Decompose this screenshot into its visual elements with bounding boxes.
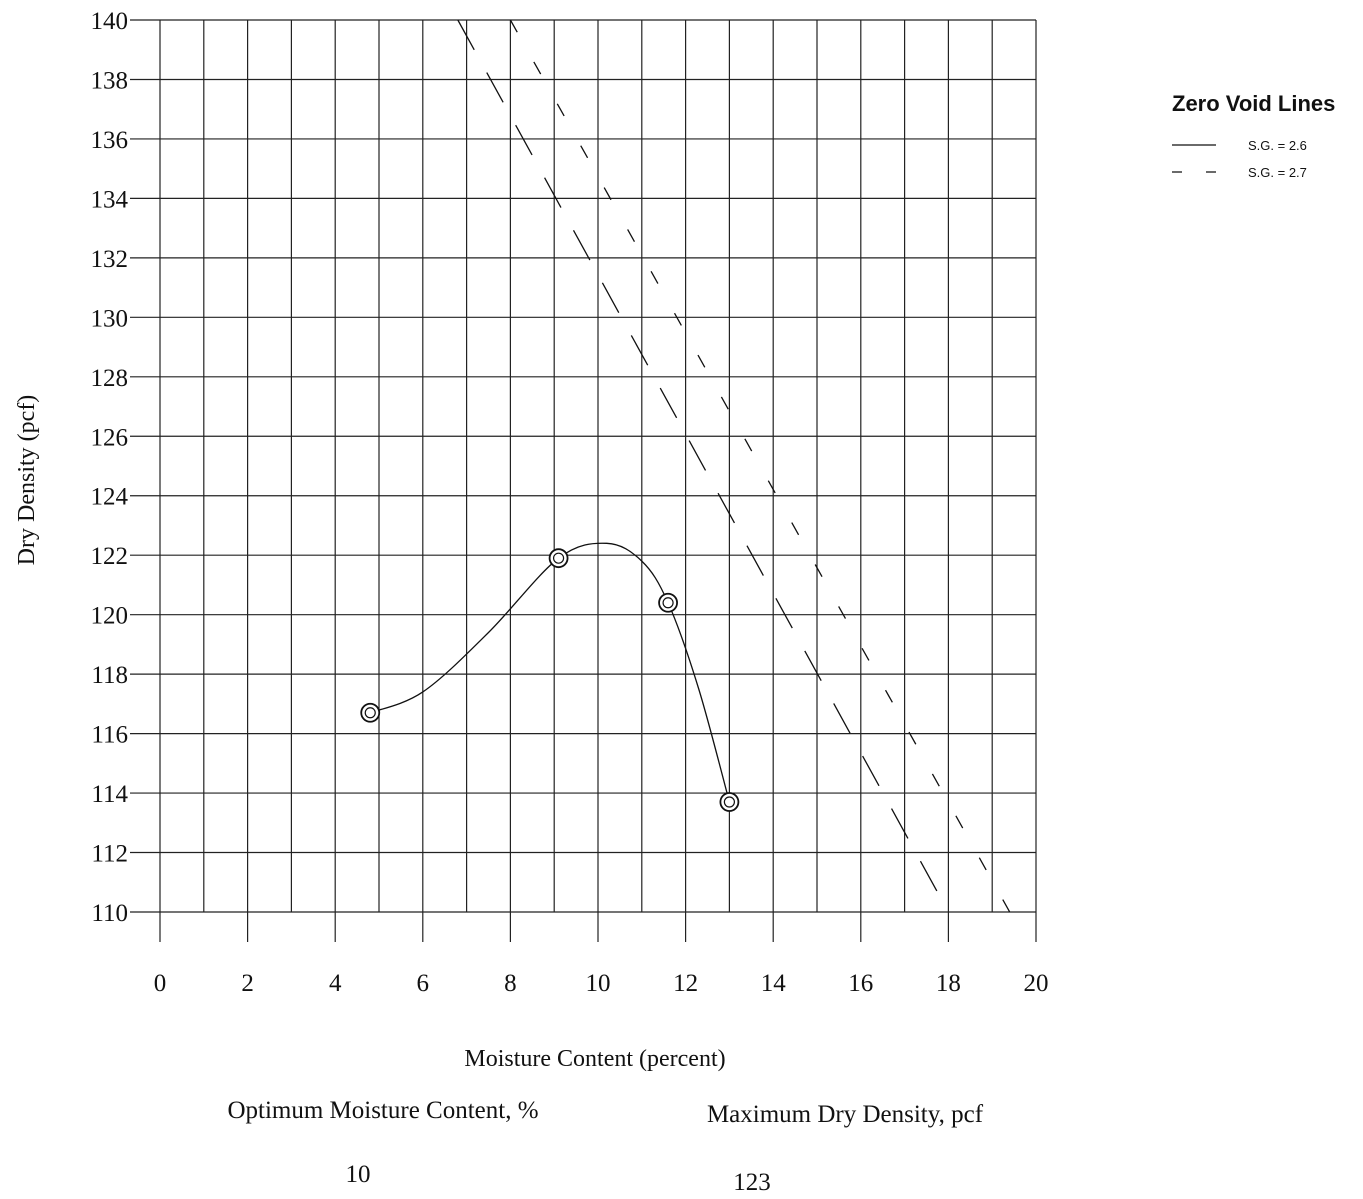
compaction-curve [370, 543, 729, 802]
y-tick-label: 114 [91, 781, 128, 808]
y-tick-label: 116 [91, 722, 128, 749]
x-tick-label: 12 [673, 970, 698, 997]
y-tick-label: 140 [91, 8, 129, 35]
x-tick-label: 16 [848, 970, 873, 997]
zero-void-line-sg-2-6 [458, 20, 949, 912]
y-tick-label: 130 [91, 305, 129, 332]
x-tick-label: 4 [329, 970, 342, 997]
y-axis-title: Dry Density (pcf) [14, 395, 40, 566]
optimum-moisture-label: Optimum Moisture Content, % [227, 1097, 538, 1124]
y-tick-label: 124 [91, 484, 129, 511]
legend-label-sg-2-6: S.G. = 2.6 [1248, 138, 1307, 153]
max-dry-density-label: Maximum Dry Density, pcf [707, 1101, 984, 1128]
y-tick-label: 110 [91, 900, 128, 927]
data-point-marker [659, 594, 677, 612]
summary-block: Optimum Moisture Content, % 10 Maximum D… [227, 1097, 983, 1194]
zero-void-lines-layer [458, 20, 1010, 912]
x-tick-label: 8 [504, 970, 517, 997]
y-tick-label: 134 [91, 186, 129, 213]
x-tick-label: 14 [761, 970, 787, 997]
data-point-marker [361, 704, 379, 722]
y-tick-label: 128 [91, 365, 129, 392]
x-tick-label: 10 [586, 970, 611, 997]
grid-layer [130, 20, 1036, 942]
y-tick-label: 132 [91, 246, 129, 273]
y-tick-label: 118 [91, 662, 128, 689]
zero-void-line-sg-2-7 [510, 20, 1009, 912]
y-tick-label: 120 [91, 603, 129, 630]
data-points-layer [361, 549, 738, 811]
legend: Zero Void Lines S.G. = 2.6 S.G. = 2.7 [1172, 91, 1335, 180]
legend-title: Zero Void Lines [1172, 91, 1335, 116]
y-tick-label: 136 [91, 127, 129, 154]
y-tick-label: 138 [91, 67, 129, 94]
data-point-marker [550, 549, 568, 567]
max-dry-density-value: 123 [733, 1169, 771, 1194]
x-tick-label: 2 [241, 970, 254, 997]
legend-label-sg-2-7: S.G. = 2.7 [1248, 165, 1307, 180]
x-tick-label: 0 [154, 970, 167, 997]
x-tick-label: 18 [936, 970, 961, 997]
x-axis-title: Moisture Content (percent) [464, 1046, 725, 1072]
y-tick-label: 126 [91, 424, 129, 451]
data-point-marker [720, 793, 738, 811]
optimum-moisture-value: 10 [346, 1161, 371, 1188]
y-tick-label: 112 [91, 841, 128, 868]
x-tick-label: 20 [1024, 970, 1049, 997]
compaction-curve-layer [370, 543, 729, 802]
y-tick-label: 122 [91, 543, 129, 570]
x-tick-label: 6 [417, 970, 430, 997]
